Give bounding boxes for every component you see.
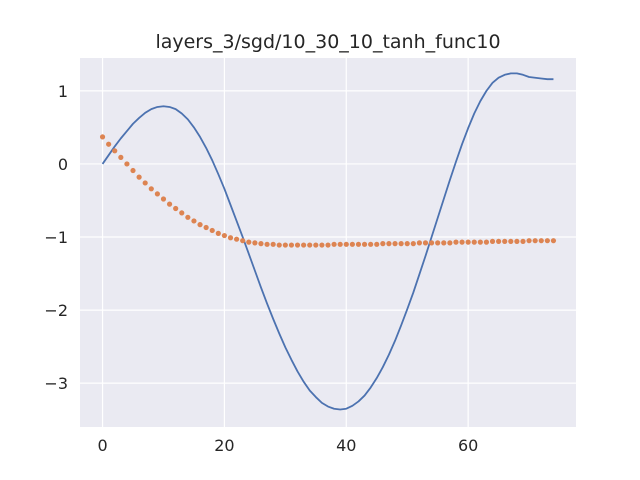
data-point (538, 238, 544, 244)
tick-labels: 0 20 40 60 1 0 −1 −2 −3 (44, 82, 478, 455)
data-point (380, 241, 386, 247)
data-point (276, 242, 282, 248)
data-point (227, 235, 234, 241)
data-point (447, 240, 453, 246)
data-point (203, 224, 209, 231)
data-point (240, 238, 246, 244)
chart-title: layers_3/sgd/10_30_10_tanh_func10 (155, 31, 500, 53)
data-point (179, 210, 185, 216)
series-line-0 (101, 72, 554, 411)
series-layer (99, 72, 557, 411)
data-point (349, 241, 355, 247)
data-point (361, 241, 368, 247)
data-point (136, 174, 142, 180)
data-point (325, 242, 331, 248)
data-point (544, 238, 550, 244)
y-tick-label: −2 (44, 301, 68, 320)
data-point (282, 242, 288, 248)
data-point (221, 232, 228, 239)
data-point (483, 239, 490, 245)
data-point (422, 240, 429, 246)
data-point (209, 227, 215, 234)
data-point (288, 242, 295, 248)
data-point (319, 242, 325, 248)
x-tick-label: 40 (336, 436, 356, 455)
data-point (148, 186, 154, 192)
data-point (258, 241, 264, 247)
data-point (307, 242, 313, 248)
data-point (532, 238, 538, 244)
series-points-1 (99, 134, 557, 248)
data-point (252, 240, 258, 246)
data-point (489, 238, 496, 244)
data-point (313, 242, 319, 248)
data-point (550, 238, 557, 244)
data-point (514, 238, 520, 244)
data-point (508, 238, 514, 244)
data-point (270, 241, 276, 247)
y-tick-label: 0 (58, 155, 68, 174)
data-point (166, 201, 173, 207)
data-point (197, 222, 203, 228)
data-point (173, 205, 179, 212)
data-point (331, 241, 337, 247)
data-point (154, 191, 160, 197)
data-point (520, 238, 526, 244)
x-tick-label: 0 (97, 436, 107, 455)
data-point (465, 239, 471, 245)
data-point (355, 241, 362, 247)
data-point (234, 236, 240, 242)
data-point (99, 134, 106, 140)
data-point (160, 196, 167, 202)
data-point (215, 230, 221, 236)
data-point (106, 141, 112, 147)
data-point (428, 240, 435, 246)
data-point (185, 214, 191, 220)
data-point (496, 238, 502, 244)
data-point (386, 241, 392, 247)
data-point (337, 241, 343, 247)
data-point (392, 241, 398, 247)
data-point (453, 239, 459, 245)
y-tick-label: −3 (44, 374, 68, 393)
data-point (471, 239, 477, 245)
data-point (118, 154, 124, 160)
data-point (410, 241, 416, 247)
data-point (142, 180, 148, 186)
data-point (301, 242, 307, 248)
data-point (130, 167, 136, 174)
data-point (404, 241, 410, 247)
data-point (477, 239, 483, 245)
data-point (246, 239, 252, 245)
data-point (294, 242, 301, 248)
data-point (264, 241, 270, 247)
data-point (526, 238, 532, 244)
data-point (124, 161, 130, 167)
data-point (112, 148, 118, 154)
data-point (398, 241, 404, 247)
data-point (502, 238, 508, 244)
data-point (374, 241, 380, 247)
data-point (343, 241, 349, 247)
x-tick-label: 60 (458, 436, 478, 455)
data-point (368, 241, 374, 247)
y-tick-label: 1 (58, 82, 68, 101)
data-point (191, 218, 197, 224)
x-tick-label: 20 (214, 436, 234, 455)
data-point (435, 240, 441, 246)
y-tick-label: −1 (44, 228, 68, 247)
data-point (459, 239, 465, 245)
data-point (441, 240, 447, 246)
data-point (416, 240, 422, 246)
